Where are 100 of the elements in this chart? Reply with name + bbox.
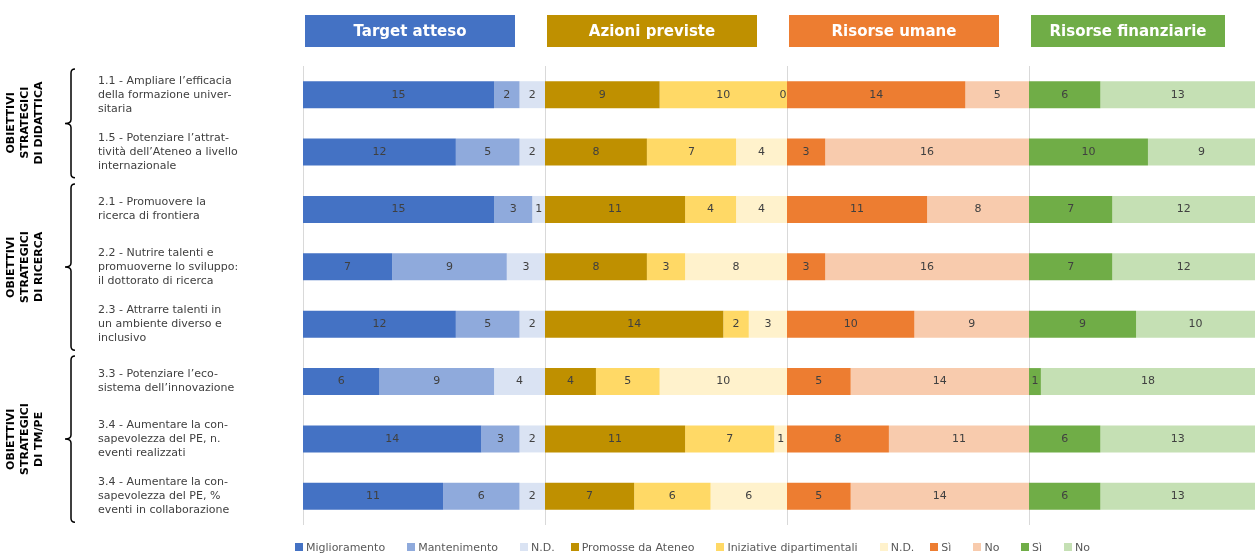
data-label: 14 <box>932 374 947 388</box>
chart-title: Azioni previste <box>547 15 757 47</box>
data-label: 4 <box>707 202 715 216</box>
data-label: 7 <box>586 489 594 503</box>
data-label: 7 <box>344 259 352 273</box>
data-label: 8 <box>592 259 600 273</box>
data-label: 8 <box>592 144 600 158</box>
data-label: 18 <box>1140 374 1155 388</box>
data-label: 11 <box>608 431 623 445</box>
data-label: 7 <box>1067 259 1075 273</box>
data-label: 9 <box>1197 144 1205 158</box>
bar <box>455 138 520 166</box>
data-label: 9 <box>968 317 976 331</box>
bar <box>303 482 444 510</box>
y-tick-label: 3.4 - Aumentare la con- sapevolezza del PE, n. eventi realizzati <box>98 417 229 459</box>
bar <box>1112 195 1255 223</box>
bar <box>1100 81 1255 109</box>
bar <box>303 253 393 281</box>
legend-label: Sì <box>1031 541 1043 554</box>
data-label: 2 <box>528 317 536 331</box>
data-label: 11 <box>366 489 381 503</box>
data-label: 9 <box>1079 317 1087 331</box>
bar <box>1100 482 1255 510</box>
bar <box>1112 253 1255 281</box>
bar <box>646 138 737 166</box>
data-label: 0 <box>779 87 787 101</box>
data-label: 2 <box>732 317 740 331</box>
data-label: 14 <box>627 317 642 331</box>
bar <box>519 81 545 109</box>
data-label: 9 <box>433 374 441 388</box>
data-label: 5 <box>624 374 632 388</box>
data-label: 6 <box>337 374 345 388</box>
data-label: 12 <box>1176 202 1191 216</box>
data-label: 3 <box>802 259 810 273</box>
data-label: 16 <box>920 259 935 273</box>
data-label: 2 <box>528 144 536 158</box>
bar <box>392 253 507 281</box>
data-label: 8 <box>732 259 740 273</box>
data-label: 4 <box>758 144 766 158</box>
legend-label: Miglioramento <box>305 541 386 554</box>
bar <box>443 482 520 510</box>
bar <box>519 310 545 338</box>
data-label: 15 <box>391 87 406 101</box>
bar <box>519 138 545 166</box>
data-label: 1 <box>777 431 785 445</box>
data-label: 4 <box>758 202 766 216</box>
data-label: 10 <box>716 374 731 388</box>
legend-label: Iniziative dipartimentali <box>726 541 858 554</box>
legend-label: Promosse da Ateneo <box>580 541 695 554</box>
data-label: 3 <box>509 202 517 216</box>
y-tick-label: 3.4 - Aumentare la con- sapevolezza del PE, % eventi in collaborazione <box>98 475 230 517</box>
legend-label: No <box>983 541 1000 554</box>
data-label: 2 <box>528 489 536 503</box>
data-label: 5 <box>484 144 492 158</box>
data-label: 5 <box>484 317 492 331</box>
bar <box>519 482 545 510</box>
data-label: 10 <box>716 87 731 101</box>
data-label: 9 <box>445 259 453 273</box>
bar <box>303 368 380 396</box>
bar <box>379 368 495 396</box>
data-label: 11 <box>951 431 966 445</box>
bar <box>1136 310 1255 338</box>
data-label: 14 <box>932 489 947 503</box>
y-tick-label: 2.2 - Nutrire talenti e promuoverne lo sviluppo: il dottorato di ricerca <box>98 245 239 287</box>
data-label: 6 <box>668 489 676 503</box>
bar <box>1040 368 1255 396</box>
data-label: 8 <box>834 431 842 445</box>
bar <box>634 482 711 510</box>
data-label: 3 <box>522 259 530 273</box>
data-label: 13 <box>1170 431 1185 445</box>
data-label: 5 <box>993 87 1001 101</box>
bar <box>685 425 775 453</box>
legend-label: Mantenimento <box>417 541 498 554</box>
data-label: 5 <box>815 374 823 388</box>
y-tick-label: 1.5 - Potenziare l’attrat- tività dell’Ateneo a livello internazionale <box>98 130 238 172</box>
data-label: 6 <box>1061 489 1069 503</box>
chart-title: Risorse umane <box>789 15 999 47</box>
bar <box>1147 138 1255 166</box>
y-tick-label: 2.3 - Attrarre talenti in un ambiente diverso e inclusivo <box>98 303 223 345</box>
bar <box>1029 368 1041 396</box>
data-label: 9 <box>598 87 606 101</box>
bar <box>494 195 533 223</box>
bar <box>455 310 520 338</box>
data-label: 10 <box>1081 144 1096 158</box>
bar <box>532 195 545 223</box>
chart-title: Risorse finanziarie <box>1031 15 1225 47</box>
text: OBIETTIVI STRATEGICI DI TM/PE <box>4 403 46 475</box>
data-label: 3 <box>662 259 670 273</box>
legend-label: N.D. <box>889 541 915 554</box>
data-label: 12 <box>372 144 387 158</box>
data-label: 6 <box>477 489 485 503</box>
data-label: 4 <box>566 374 574 388</box>
data-label: 3 <box>764 317 772 331</box>
text: OBIETTIVI STRATEGICI DI DIDATTICA <box>4 81 46 165</box>
data-label: 14 <box>385 431 400 445</box>
data-label: 10 <box>843 317 858 331</box>
bar <box>303 310 456 338</box>
data-label: 7 <box>687 144 695 158</box>
data-label: 3 <box>802 144 810 158</box>
chart-title: Target atteso <box>305 15 515 47</box>
